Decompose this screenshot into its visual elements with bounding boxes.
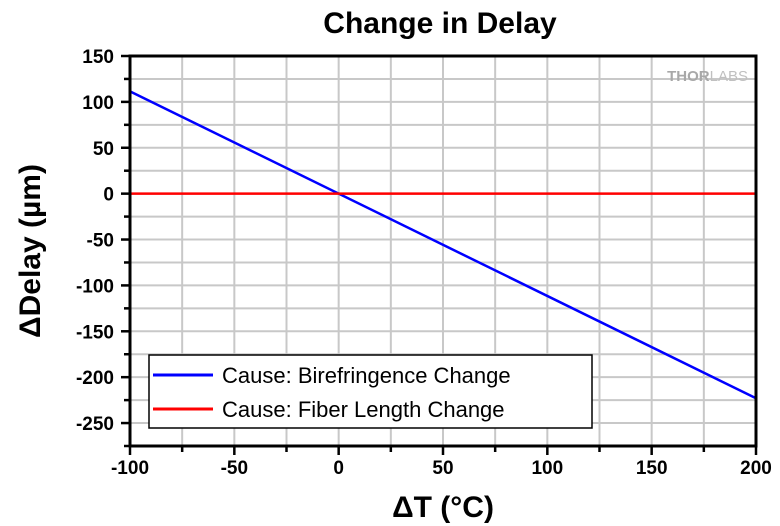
y-tick-label: 150 (82, 47, 114, 68)
y-tick-label: 100 (82, 93, 114, 114)
legend: Cause: Birefringence Change Cause: Fiber … (148, 354, 593, 429)
y-tick-label: 50 (93, 139, 114, 160)
x-tick-label: 0 (333, 458, 344, 479)
x-tick-label: 50 (432, 458, 453, 479)
series-group (129, 90, 757, 400)
y-tick-label: -100 (76, 276, 114, 297)
chart-title: Change in Delay (323, 7, 557, 40)
x-tick-label: 100 (531, 458, 563, 479)
y-tick-label: 0 (103, 185, 114, 206)
x-axis-label: ΔT (°C) (392, 491, 494, 524)
y-axis-label: ΔDelay (µm) (14, 164, 47, 338)
thorlabs-watermark: THORLABS (667, 68, 748, 85)
x-tick-label: -50 (221, 458, 248, 479)
x-tick-label: -100 (111, 458, 149, 479)
x-tick-label: 150 (636, 458, 668, 479)
y-tick-label: -250 (76, 414, 114, 435)
ticks: -100 -50 0 50 100 150 200 150 100 50 0 -50 -100 -150 -… (76, 47, 772, 479)
legend-box (148, 354, 593, 429)
y-tick-label: -150 (76, 322, 114, 343)
watermark-bold: THOR (667, 68, 710, 85)
y-tick-label: -200 (76, 368, 114, 389)
y-tick-label: -50 (87, 231, 114, 252)
series-line (129, 90, 757, 400)
watermark-light: LABS (710, 68, 748, 85)
x-tick-label: 200 (740, 458, 772, 479)
legend-label: Cause: Birefringence Change (222, 363, 511, 388)
legend-label: Cause: Fiber Length Change (222, 397, 505, 422)
